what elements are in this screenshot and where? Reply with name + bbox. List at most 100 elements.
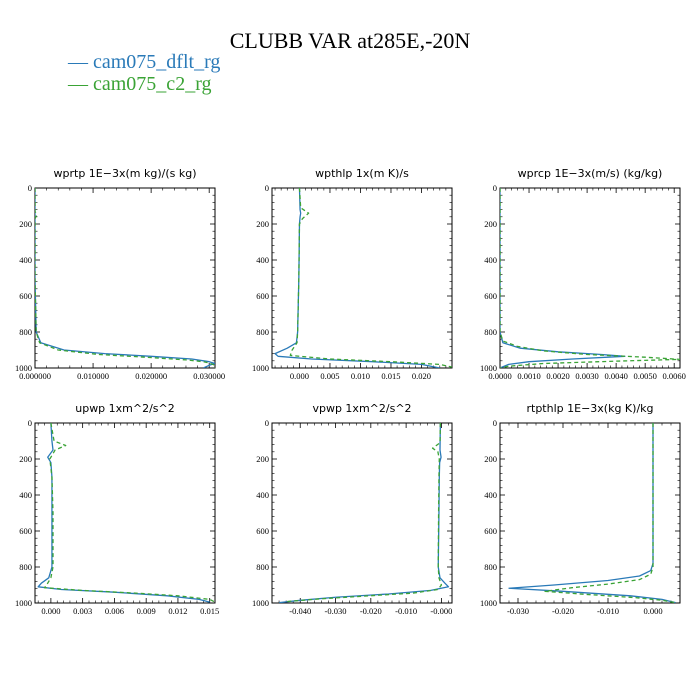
x-tick-label: 0.020000 [135,371,167,381]
panel-frame [271,187,453,369]
x-tick-label: 0.010000 [77,371,109,381]
panel-3: wprcp 1E−3x(m/s) (kg/kg) 0 200 400 600 800 100… [480,167,686,381]
legend-line-c2: — [68,73,88,95]
y-tick-label: 1000 [252,598,269,608]
panel-frame [34,187,216,369]
x-tick-label: 0.0010 [517,371,540,381]
panel-2: wpthlp 1x(m K)/s 0 200 400 600 800 1000 0.000 0.… [252,167,453,381]
panel-6: rtpthlp 1E−3x(kg K)/kg02004006008001000-… [480,402,681,616]
x-tick-label: 0.000 [41,606,60,616]
y-tick-label: 400 [19,255,32,265]
y-tick-label: 0 [28,183,32,193]
y-tick-label: 800 [256,562,269,572]
x-tick-label: 0.0020 [546,371,569,381]
y-tick-label: 0 [493,183,497,193]
y-tick-label: 600 [256,526,269,536]
x-tick-label: -0.020 [360,606,382,616]
x-tick-label: 0.0000 [488,371,511,381]
series-line-c2 [289,188,452,368]
panel-5: vpwp 1xm^2/s^2 0 200 400 600 800 1000 -0.040 -0.… [252,402,453,616]
series-line-c2 [544,423,676,603]
y-tick-label: 400 [484,490,497,500]
y-tick-label: 800 [484,327,497,337]
x-tick-label: 0.0030 [575,371,598,381]
legend-label-c2: cam075_c2_rg [93,73,212,95]
x-tick-label: -0.010 [597,606,619,616]
series-line-dflt [508,423,676,603]
legend-item-c2: — cam075_c2_rg [68,73,220,95]
series-line-c2 [43,423,215,603]
y-tick-label: 600 [19,526,32,536]
x-tick-label: -0.010 [395,606,417,616]
x-tick-label: 0.030000 [193,371,225,381]
y-tick-label: 1000 [480,363,497,373]
panel-frame [34,422,216,604]
y-tick-label: 400 [256,490,269,500]
x-tick-label: 0.006 [105,606,124,616]
x-tick-label: 0.000 [643,606,662,616]
panel-title: wprcp 1E−3x(m/s) (kg/kg) [518,167,663,180]
y-tick-label: 0 [28,418,32,428]
y-tick-label: 600 [484,291,497,301]
y-tick-label: 1000 [15,363,32,373]
y-tick-label: 0 [493,418,497,428]
x-tick-label: 0.015 [200,606,219,616]
y-tick-label: 800 [256,327,269,337]
y-tick-label: 200 [19,454,32,464]
panel-title: wpthlp 1x(m K)/s [315,167,409,180]
legend-item-dflt: — cam075_dflt_rg [68,51,220,73]
y-tick-label: 600 [19,291,32,301]
y-tick-label: 400 [484,255,497,265]
x-tick-label: -0.030 [507,606,529,616]
y-tick-label: 200 [256,454,269,464]
panel-title: wprtp 1E−3x(m kg)/(s kg) [54,167,197,180]
x-tick-label: 0.003 [73,606,92,616]
y-tick-label: 1000 [252,363,269,373]
legend: — cam075_dflt_rg — cam075_c2_rg [68,51,220,95]
x-tick-label: 0.000 [290,371,309,381]
series-line-dflt [35,188,215,368]
panel-frame [271,422,453,604]
x-tick-label: -0.040 [289,606,311,616]
series-line-c2 [500,188,680,368]
x-tick-label: -0.020 [552,606,574,616]
y-tick-label: 400 [19,490,32,500]
x-tick-label: 0.010 [351,371,370,381]
series-line-dflt [500,188,626,368]
series-line-c2 [35,188,215,368]
x-tick-label: -0.000 [430,606,452,616]
series-line-c2 [286,423,443,603]
y-tick-label: 1000 [15,598,32,608]
y-tick-label: 1000 [480,598,497,608]
y-tick-label: 200 [256,219,269,229]
y-tick-label: 0 [265,418,269,428]
panel-title: upwp 1xm^2/s^2 [75,402,175,415]
panel-title: rtpthlp 1E−3x(kg K)/kg [526,402,653,415]
y-tick-label: 600 [484,526,497,536]
y-tick-label: 200 [484,219,497,229]
y-tick-label: 200 [484,454,497,464]
series-line-dflt [274,188,440,368]
y-tick-label: 800 [19,562,32,572]
y-tick-label: 600 [256,291,269,301]
x-tick-label: 0.009 [137,606,156,616]
y-tick-label: 400 [256,255,269,265]
x-tick-label: 0.015 [381,371,400,381]
legend-line-dflt: — [68,51,88,73]
x-tick-label: 0.020 [412,371,431,381]
x-tick-label: 0.000000 [19,371,51,381]
x-tick-label: 0.0050 [633,371,656,381]
x-tick-label: 0.0040 [604,371,627,381]
x-tick-label: 0.005 [320,371,339,381]
series-line-dflt [37,423,210,603]
y-tick-label: 200 [19,219,32,229]
panel-1: wprtp 1E−3x(m kg)/(s kg) 0 200 400 600 800 100… [15,167,225,381]
y-tick-label: 800 [484,562,497,572]
x-tick-label: 0.0060 [663,371,686,381]
panel-frame [499,187,681,369]
x-tick-label: 0.012 [168,606,187,616]
legend-label-dflt: cam075_dflt_rg [93,51,221,73]
panel-4: upwp 1xm^2/s^2 0 200 400 600 800 1000 0.000 0.00… [15,402,219,616]
panel-title: vpwp 1xm^2/s^2 [312,402,411,415]
